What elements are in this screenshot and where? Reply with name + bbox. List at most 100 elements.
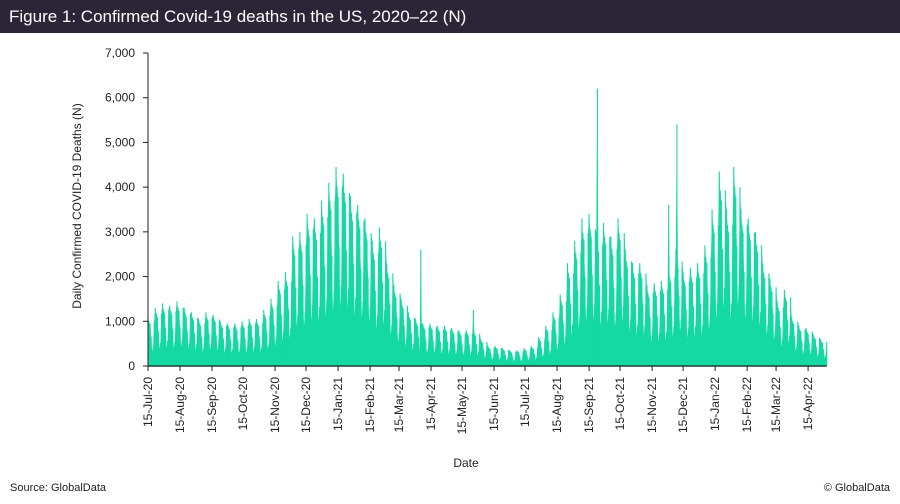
daily-value-bar [402, 308, 404, 366]
daily-value-bar [246, 348, 248, 366]
daily-value-bar [814, 339, 816, 366]
daily-value-bar [749, 240, 751, 366]
daily-value-bar [496, 349, 498, 366]
daily-value-bar [209, 349, 211, 366]
daily-value-bar [790, 297, 792, 366]
daily-value-bar [622, 306, 624, 366]
daily-value-bar [185, 316, 187, 366]
daily-value-bar [360, 269, 362, 366]
daily-value-bar [403, 325, 405, 366]
daily-value-bar [714, 272, 716, 366]
daily-value-bar [687, 328, 689, 366]
daily-value-bar [733, 167, 735, 366]
daily-value-bar [577, 290, 579, 366]
daily-value-bar [275, 339, 277, 366]
daily-value-bar [375, 328, 377, 366]
daily-value-bar [153, 321, 155, 366]
daily-value-bar [381, 282, 384, 366]
daily-value-bar [527, 360, 529, 366]
daily-value-bar [579, 315, 581, 366]
daily-value-bar [746, 225, 748, 366]
daily-value-bar [473, 333, 476, 366]
daily-value-bar [449, 349, 451, 366]
daily-value-bar [597, 251, 599, 366]
daily-value-bar [390, 335, 392, 366]
daily-value-bar [779, 327, 781, 366]
daily-value-bar [421, 323, 423, 366]
daily-value-bar [346, 308, 348, 366]
daily-value-bar [177, 307, 179, 366]
daily-value-bar [203, 347, 205, 366]
daily-value-bar [650, 341, 652, 366]
daily-value-bar [771, 291, 773, 366]
daily-value-bar [677, 267, 679, 366]
daily-value-bar [612, 255, 614, 366]
daily-value-bar [354, 315, 356, 366]
daily-value-bar [587, 233, 589, 366]
daily-value-bar [235, 327, 237, 366]
daily-value-bar [631, 263, 634, 366]
daily-value-bar [342, 173, 344, 366]
daily-value-bar [219, 321, 221, 366]
daily-value-bar [160, 313, 163, 366]
daily-value-bar [465, 330, 467, 366]
daily-value-bar [667, 289, 669, 366]
daily-value-bar [455, 354, 457, 366]
daily-value-bar [472, 310, 474, 366]
daily-value-bar [648, 297, 650, 366]
daily-value-bar [428, 327, 430, 366]
daily-value-bar [691, 282, 693, 366]
daily-value-bar [719, 190, 721, 366]
daily-value-bar [279, 293, 281, 366]
daily-value-bar [180, 346, 182, 366]
daily-value-bar [516, 350, 518, 366]
daily-value-bar [291, 281, 293, 366]
daily-value-bar [155, 313, 157, 366]
daily-value-bar [759, 325, 761, 366]
daily-value-bar [148, 321, 150, 366]
daily-value-bar [441, 349, 443, 366]
daily-value-bar [253, 347, 255, 366]
daily-value-bar [751, 321, 753, 366]
daily-value-bar [549, 353, 551, 366]
daily-value-bar [300, 245, 302, 366]
daily-value-bar [546, 329, 548, 366]
daily-value-bar [361, 317, 363, 366]
x-tick-label: 15-Nov-20 [268, 377, 282, 433]
daily-value-bar [306, 213, 308, 366]
daily-value-bar [461, 344, 463, 366]
daily-value-bar [826, 341, 828, 366]
daily-value-bar [501, 348, 503, 366]
daily-value-bar [233, 327, 235, 366]
daily-value-bar [338, 246, 340, 366]
daily-value-bar [466, 333, 468, 366]
daily-value-bar [800, 331, 802, 366]
daily-value-bar [813, 337, 815, 366]
daily-value-bar [232, 349, 234, 366]
daily-value-bar [429, 323, 431, 366]
daily-value-bar [633, 273, 635, 366]
daily-value-bar [785, 301, 787, 366]
daily-value-bar [475, 344, 478, 366]
daily-value-bar [202, 351, 204, 366]
daily-value-bar [376, 315, 378, 366]
daily-value-bar [181, 340, 183, 366]
daily-value-bar [477, 355, 479, 366]
daily-value-bar [528, 358, 530, 366]
daily-value-bar [545, 325, 547, 366]
daily-value-bar [258, 326, 260, 366]
daily-value-bar [589, 229, 591, 366]
daily-value-bar [248, 319, 250, 366]
daily-value-bar [469, 355, 471, 366]
daily-value-bar [618, 233, 620, 366]
daily-value-bar [768, 273, 770, 366]
daily-value-bar [377, 253, 379, 366]
daily-value-bar [439, 341, 441, 366]
daily-value-bar [560, 301, 562, 366]
daily-value-bar [573, 273, 575, 366]
daily-value-bar [161, 303, 164, 366]
daily-value-bar [762, 263, 764, 366]
daily-value-bar [581, 218, 583, 366]
daily-value-bar [540, 341, 542, 366]
daily-value-bar [325, 316, 327, 366]
